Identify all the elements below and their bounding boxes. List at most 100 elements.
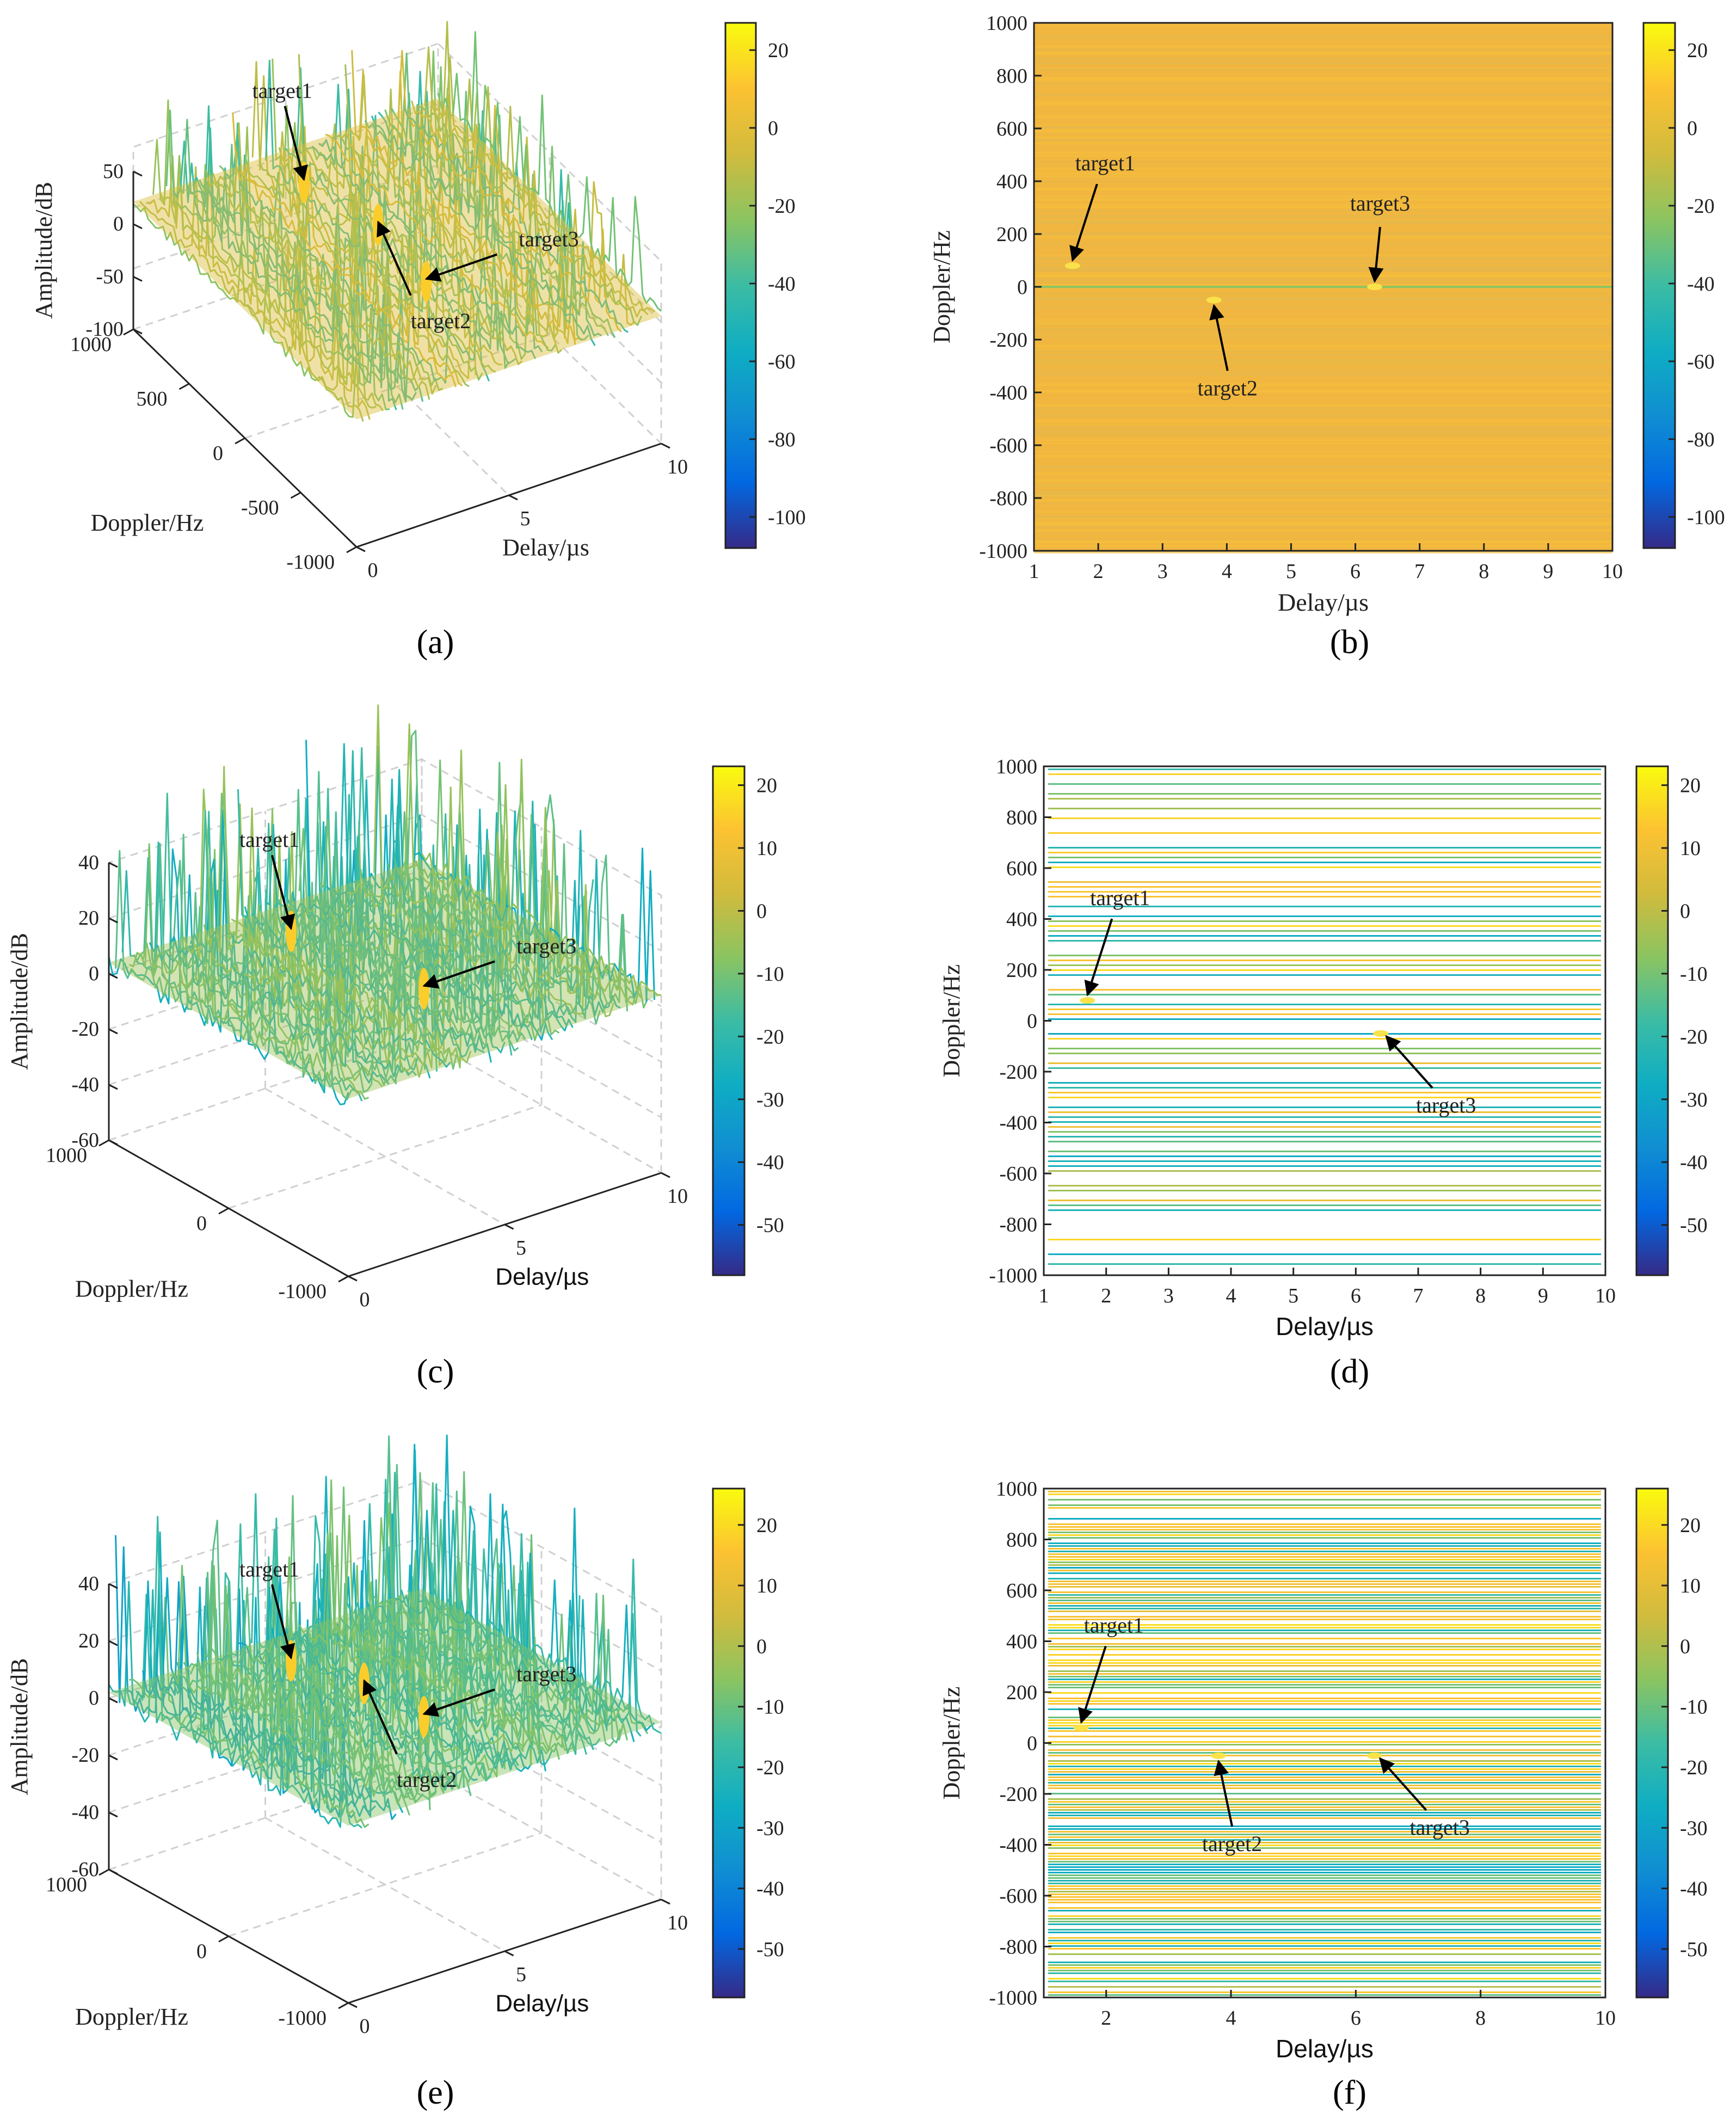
colorbar-tick-label: -40 [1687,273,1715,296]
heatmap-row [1048,1632,1601,1634]
surface-line [311,83,537,359]
y-tick-label: -600 [999,1163,1037,1185]
heatmap-row [1048,1548,1601,1550]
colorbar-tick-label: -20 [756,1756,784,1779]
y-axis-label: Doppler/Hz [75,1276,188,1302]
surface-line [135,843,377,1093]
heatmap-row [1048,1616,1601,1618]
heatmap-row [1048,1741,1601,1743]
heatmap-row [1048,1534,1601,1536]
heatmap-row [1048,1828,1601,1830]
x-tick [661,1172,670,1178]
heatmap-row [1048,1141,1601,1142]
heatmap-row [1034,220,1612,223]
target-arrow [1385,1035,1433,1089]
x-tick-label: 5 [516,1963,526,1986]
heatmap-row [1034,499,1612,502]
colorbar-tick-label: -30 [756,1817,784,1840]
heatmap-row [1048,1825,1601,1827]
heatmap-row [1034,115,1612,118]
heatmap-row [1048,769,1601,770]
target-label: target1 [1084,1613,1144,1637]
heatmap-row [1048,1766,1601,1767]
surface-line [325,1532,567,1755]
heatmap-row [1034,515,1612,519]
heatmap-row [1034,102,1612,106]
x-axis-label: Delay/µs [1276,1312,1374,1341]
heatmap-row [1048,1978,1601,1980]
target-arrow [424,253,497,282]
target-label: target3 [516,1662,576,1686]
floor-front-edges [108,1868,662,2004]
z-tick [108,1028,118,1035]
heatmap-row [1048,1866,1601,1868]
target-arrow [1078,1645,1107,1724]
heatmap-row [1048,1665,1601,1667]
colorbar-gradient [1635,765,1669,1276]
heatmap-row [1034,541,1612,544]
surface-line [424,21,649,318]
heatmap-row [1048,1932,1601,1933]
x-tick-label: 10 [667,1911,688,1934]
heatmap-row [1048,1752,1601,1754]
heatmap-row [1048,1725,1601,1726]
heatmap-row [1048,1190,1601,1191]
target-peak [372,204,384,245]
heatmap-row [1048,1559,1601,1560]
heatmap-row [1048,1646,1601,1647]
heatmap-row [1034,451,1612,453]
surface-line [172,127,397,410]
heatmap-row [1034,353,1612,357]
target-arrow [377,220,412,296]
x-axis-label: Delay/µs [502,534,589,561]
heatmap-row [1048,1842,1601,1843]
x-tick-label: 10 [667,456,688,478]
heatmap-row [1048,1121,1601,1123]
heatmap-row [1048,1170,1601,1172]
surface-line [199,179,424,402]
heatmap-row [1048,1136,1601,1138]
heatmap-rows [1034,24,1612,554]
target-arrow [362,1679,398,1755]
heatmap-row [1048,1942,1601,1944]
heatmap-row [1034,151,1612,153]
heatmap-row [1048,1776,1601,1778]
heatmap-row [1034,235,1612,238]
x-tick-label: 6 [1350,560,1361,583]
heatmap-row [1048,1782,1601,1784]
heatmap-row [1048,886,1601,888]
z-tick [108,1084,118,1090]
heatmap-row [1034,142,1612,145]
heatmap-row [1048,1572,1601,1574]
heatmap-row [1048,1600,1601,1601]
colorbar-tick-label: 10 [1680,837,1701,860]
y-tick [346,546,357,554]
x-tick-label: 4 [1222,560,1232,583]
heatmap-row [1048,1845,1601,1846]
heatmap-row [1034,359,1612,361]
heatmap-row [1048,1545,1601,1547]
target-label: target3 [516,933,576,958]
heatmap-row [1048,930,1601,932]
heatmap-row [1048,1768,1601,1770]
heatmap-row [1048,1004,1601,1005]
heatmap-row [1034,262,1612,265]
x-tick-label: 5 [1286,560,1296,583]
surface-line [421,759,662,996]
y-tick-label: 1000 [996,1478,1037,1501]
x-tick-label: 9 [1538,1284,1548,1307]
heatmap-row [1048,1964,1601,1966]
target-arrow [1084,918,1113,997]
y-tick-label: -600 [989,434,1027,457]
surface-line [128,843,370,1100]
heatmap-row [1034,206,1612,209]
surface-line [346,786,587,1015]
heatmap-row [1048,1581,1601,1582]
colorbar-tick-label: -20 [1680,1756,1708,1779]
z-tick-label: 50 [103,160,124,183]
x-tick-label: 2 [1101,1284,1111,1307]
z-tick [108,1583,118,1589]
z-tick [108,862,118,868]
y-tick [338,2002,349,2009]
